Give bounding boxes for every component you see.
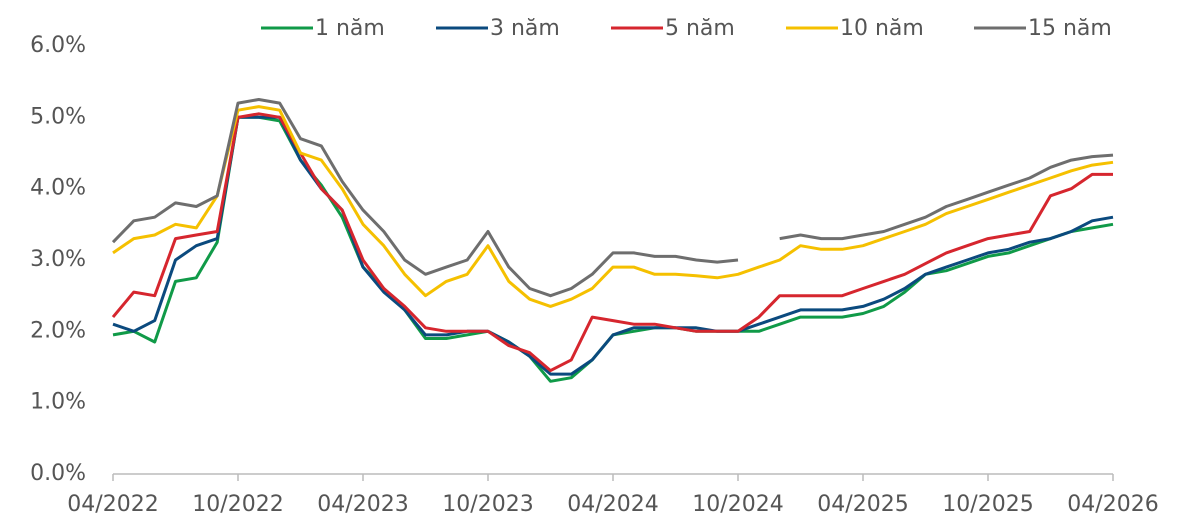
- x-tick-label: 04/2024: [567, 492, 658, 517]
- legend-label: 1 năm: [315, 16, 385, 41]
- series-line: [111, 98, 1114, 298]
- series-line: [112, 105, 1114, 308]
- y-tick-label: 6.0%: [30, 33, 86, 58]
- x-tick-label: 04/2025: [817, 492, 908, 517]
- x-tick-label: 04/2026: [1067, 492, 1158, 517]
- y-tick-label: 4.0%: [30, 176, 86, 201]
- y-tick-label: 3.0%: [30, 247, 86, 272]
- legend-label: 15 năm: [1028, 16, 1112, 41]
- x-tick-label: 10/2023: [442, 492, 533, 517]
- y-tick-label: 0.0%: [30, 461, 86, 486]
- x-tick-label: 10/2024: [692, 492, 783, 517]
- x-tick-label: 04/2022: [67, 492, 158, 517]
- legend-label: 10 năm: [840, 16, 924, 41]
- x-tick-label: 10/2022: [192, 492, 283, 517]
- legend-label: 5 năm: [665, 16, 735, 41]
- x-tick-label: 04/2023: [317, 492, 408, 517]
- x-tick-label: 10/2025: [942, 492, 1033, 517]
- series-line: [111, 112, 1113, 373]
- legend-label: 3 năm: [490, 16, 560, 41]
- y-tick-label: 1.0%: [30, 390, 86, 415]
- y-tick-label: 5.0%: [30, 104, 86, 129]
- series-line: [112, 115, 1114, 383]
- y-tick-label: 2.0%: [30, 318, 86, 343]
